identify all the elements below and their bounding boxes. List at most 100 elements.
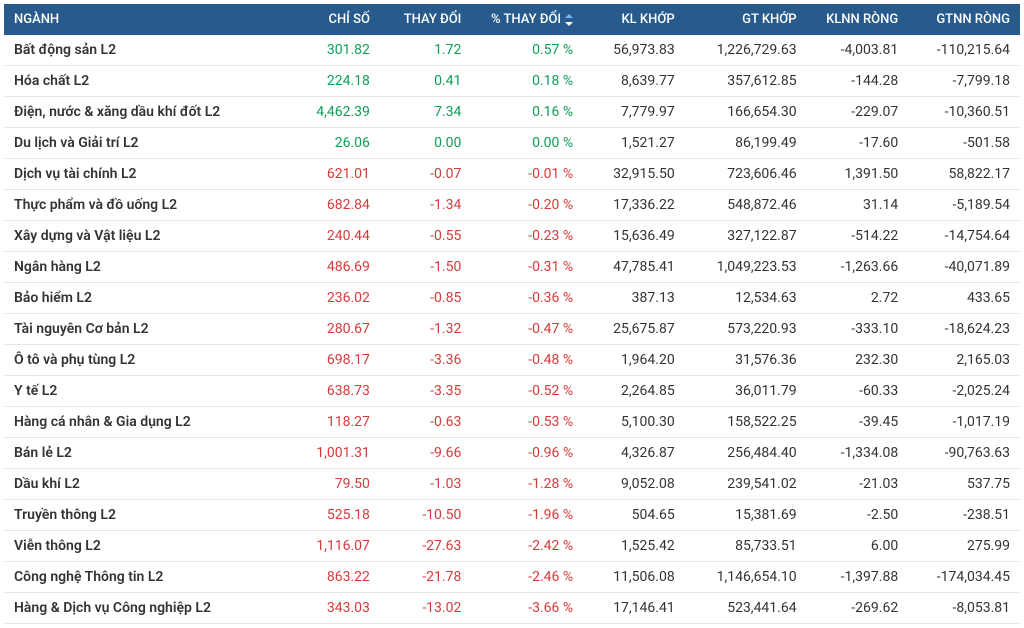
cell-gtkhop: 15,381.69 — [685, 500, 807, 531]
col-header-pct[interactable]: % THAY ĐỔI — [471, 4, 583, 35]
cell-index: 240.44 — [288, 221, 379, 252]
cell-klnn: -21.03 — [807, 469, 909, 500]
col-header-gtnn[interactable]: GTNN RÒNG — [908, 4, 1020, 35]
cell-pct: -1.28 % — [471, 469, 583, 500]
cell-klnn: -1,263.66 — [807, 252, 909, 283]
cell-klkhop: 504.65 — [583, 500, 685, 531]
cell-gtkhop: 31,576.36 — [685, 345, 807, 376]
cell-pct: -0.52 % — [471, 376, 583, 407]
cell-gtnn: -501.58 — [908, 128, 1020, 159]
cell-pct: -0.48 % — [471, 345, 583, 376]
cell-klnn: -144.28 — [807, 66, 909, 97]
cell-chg: -0.85 — [380, 283, 471, 314]
cell-name: Truyền thông L2 — [4, 500, 288, 531]
cell-index: 79.50 — [288, 469, 379, 500]
cell-gtkhop: 86,199.49 — [685, 128, 807, 159]
col-header-klkhop[interactable]: KL KHỚP — [583, 4, 685, 35]
cell-gtkhop: 12,534.63 — [685, 283, 807, 314]
industry-table: NGÀNH CHỈ SỐ THAY ĐỔI% THAY ĐỔI KL KHỚP GT K… — [4, 4, 1020, 624]
cell-chg: -1.50 — [380, 252, 471, 283]
cell-klkhop: 25,675.87 — [583, 314, 685, 345]
table-row[interactable]: Hóa chất L2224.180.410.18 %8,639.77357,6… — [4, 66, 1020, 97]
cell-gtnn: -18,624.23 — [908, 314, 1020, 345]
cell-index: 118.27 — [288, 407, 379, 438]
cell-klnn: -269.62 — [807, 593, 909, 624]
cell-gtkhop: 1,226,729.63 — [685, 35, 807, 66]
cell-gtkhop: 523,441.64 — [685, 593, 807, 624]
table-row[interactable]: Viễn thông L21,116.07-27.63-2.42 %1,525.… — [4, 531, 1020, 562]
col-header-gtkhop[interactable]: GT KHỚP — [685, 4, 807, 35]
cell-klkhop: 17,146.41 — [583, 593, 685, 624]
col-header-name[interactable]: NGÀNH — [4, 4, 288, 35]
table-row[interactable]: Truyền thông L2525.18-10.50-1.96 %504.65… — [4, 500, 1020, 531]
col-header-chg[interactable]: THAY ĐỔI — [380, 4, 471, 35]
cell-pct: 0.18 % — [471, 66, 583, 97]
cell-name: Du lịch và Giải trí L2 — [4, 128, 288, 159]
cell-name: Thực phẩm và đồ uống L2 — [4, 190, 288, 221]
cell-name: Xây dựng và Vật liệu L2 — [4, 221, 288, 252]
cell-index: 4,462.39 — [288, 97, 379, 128]
cell-klkhop: 56,973.83 — [583, 35, 685, 66]
cell-pct: 0.57 % — [471, 35, 583, 66]
cell-gtkhop: 1,049,223.53 — [685, 252, 807, 283]
cell-klnn: -1,397.88 — [807, 562, 909, 593]
cell-pct: -0.23 % — [471, 221, 583, 252]
cell-klnn: -229.07 — [807, 97, 909, 128]
cell-index: 224.18 — [288, 66, 379, 97]
cell-chg: -13.02 — [380, 593, 471, 624]
cell-index: 236.02 — [288, 283, 379, 314]
cell-klkhop: 5,100.30 — [583, 407, 685, 438]
table-row[interactable]: Tài nguyên Cơ bản L2280.67-1.32-0.47 %25… — [4, 314, 1020, 345]
col-header-label: KLNN RÒNG — [826, 12, 898, 27]
table-row[interactable]: Hàng cá nhân & Gia dụng L2118.27-0.63-0.… — [4, 407, 1020, 438]
table-row[interactable]: Y tế L2638.73-3.35-0.52 %2,264.8536,011.… — [4, 376, 1020, 407]
cell-gtnn: -10,360.51 — [908, 97, 1020, 128]
table-row[interactable]: Ô tô và phụ tùng L2698.17-3.36-0.48 %1,9… — [4, 345, 1020, 376]
cell-klkhop: 4,326.87 — [583, 438, 685, 469]
cell-klkhop: 1,525.42 — [583, 531, 685, 562]
cell-klkhop: 7,779.97 — [583, 97, 685, 128]
col-header-index[interactable]: CHỈ SỐ — [288, 4, 379, 35]
cell-chg: -27.63 — [380, 531, 471, 562]
col-header-label: CHỈ SỐ — [328, 12, 369, 27]
cell-name: Hóa chất L2 — [4, 66, 288, 97]
cell-name: Viễn thông L2 — [4, 531, 288, 562]
cell-klnn: -60.33 — [807, 376, 909, 407]
cell-klkhop: 15,636.49 — [583, 221, 685, 252]
cell-name: Bất động sản L2 — [4, 35, 288, 66]
table-row[interactable]: Ngân hàng L2486.69-1.50-0.31 %47,785.411… — [4, 252, 1020, 283]
cell-gtkhop: 723,606.46 — [685, 159, 807, 190]
cell-pct: -2.46 % — [471, 562, 583, 593]
table-row[interactable]: Bất động sản L2301.821.720.57 %56,973.83… — [4, 35, 1020, 66]
cell-gtkhop: 85,733.51 — [685, 531, 807, 562]
col-header-label: KL KHỚP — [621, 12, 674, 27]
cell-index: 863.22 — [288, 562, 379, 593]
cell-gtnn: -7,799.18 — [908, 66, 1020, 97]
cell-name: Điện, nước & xăng dầu khí đốt L2 — [4, 97, 288, 128]
cell-gtnn: 58,822.17 — [908, 159, 1020, 190]
cell-chg: -1.34 — [380, 190, 471, 221]
cell-chg: -3.36 — [380, 345, 471, 376]
cell-chg: -0.63 — [380, 407, 471, 438]
col-header-klnn[interactable]: KLNN RÒNG — [807, 4, 909, 35]
cell-klkhop: 8,639.77 — [583, 66, 685, 97]
cell-pct: -2.42 % — [471, 531, 583, 562]
col-header-label: GTNN RÒNG — [936, 12, 1010, 27]
cell-chg: -9.66 — [380, 438, 471, 469]
table-row[interactable]: Du lịch và Giải trí L226.060.000.00 %1,5… — [4, 128, 1020, 159]
table-row[interactable]: Bán lẻ L21,001.31-9.66-0.96 %4,326.87256… — [4, 438, 1020, 469]
table-row[interactable]: Dịch vụ tài chính L2621.01-0.07-0.01 %32… — [4, 159, 1020, 190]
cell-klnn: -39.45 — [807, 407, 909, 438]
sort-icon[interactable] — [565, 14, 573, 26]
cell-chg: 1.72 — [380, 35, 471, 66]
table-row[interactable]: Công nghệ Thông tin L2863.22-21.78-2.46 … — [4, 562, 1020, 593]
table-row[interactable]: Hàng & Dịch vụ Công nghiệp L2343.03-13.0… — [4, 593, 1020, 624]
table-row[interactable]: Điện, nước & xăng dầu khí đốt L24,462.39… — [4, 97, 1020, 128]
table-row[interactable]: Thực phẩm và đồ uống L2682.84-1.34-0.20 … — [4, 190, 1020, 221]
cell-pct: 0.00 % — [471, 128, 583, 159]
cell-klkhop: 1,521.27 — [583, 128, 685, 159]
table-row[interactable]: Xây dựng và Vật liệu L2240.44-0.55-0.23 … — [4, 221, 1020, 252]
table-row[interactable]: Dầu khí L279.50-1.03-1.28 %9,052.08239,5… — [4, 469, 1020, 500]
cell-gtnn: -174,034.45 — [908, 562, 1020, 593]
table-row[interactable]: Bảo hiểm L2236.02-0.85-0.36 %387.1312,53… — [4, 283, 1020, 314]
